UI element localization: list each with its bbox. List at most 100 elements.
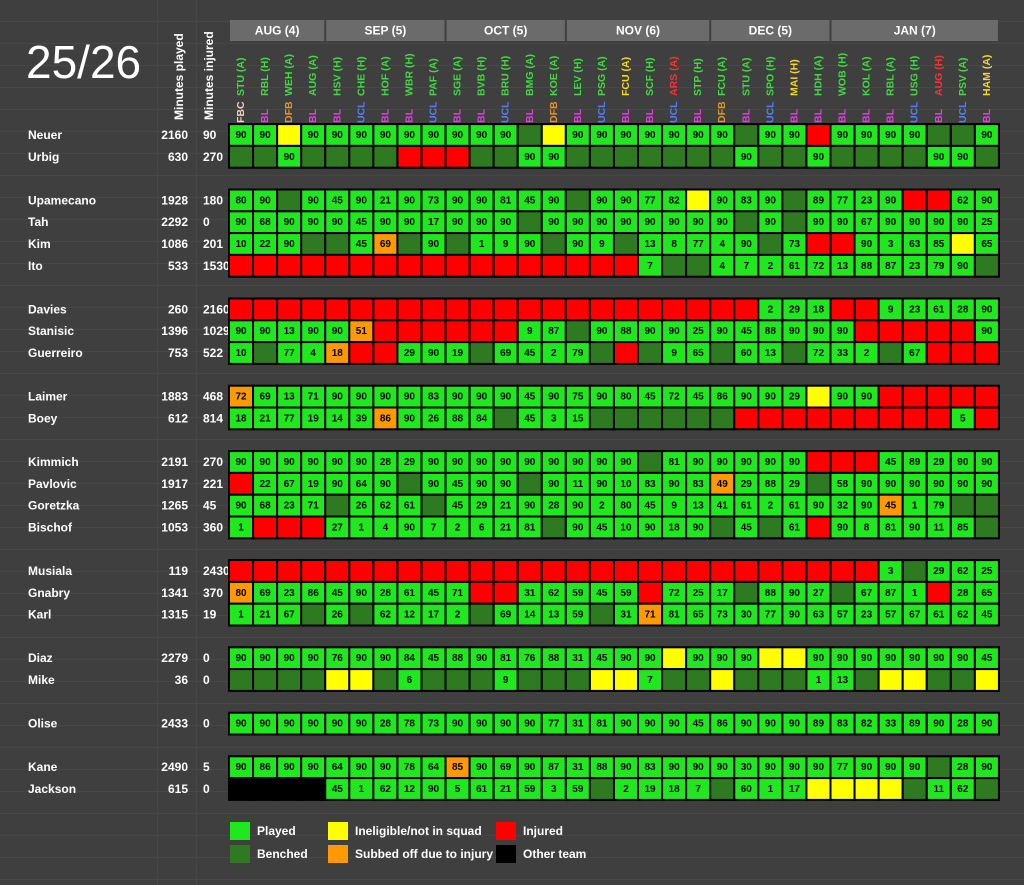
opponent-label: WEH (A) xyxy=(283,54,295,96)
match-minutes: 23 xyxy=(861,195,873,206)
match-cell xyxy=(973,515,1000,540)
match-minutes: 23 xyxy=(909,261,921,272)
match-minutes: 62 xyxy=(380,501,392,512)
opponent-label: STP (H) xyxy=(692,58,704,96)
match-cell xyxy=(276,188,303,213)
competition-label: BL xyxy=(307,108,319,123)
match-minutes: 82 xyxy=(861,719,873,730)
match-minutes: 90 xyxy=(284,762,296,773)
match-cell xyxy=(276,297,303,322)
match-minutes: 2 xyxy=(768,261,774,272)
match-minutes: 28 xyxy=(957,304,969,315)
match-minutes: 78 xyxy=(404,762,416,773)
match-minutes: 90 xyxy=(524,239,536,250)
match-minutes: 28 xyxy=(548,501,560,512)
match-cell xyxy=(925,580,952,605)
minutes-injured: 5 xyxy=(203,760,210,774)
match-minutes: 89 xyxy=(909,457,921,468)
match-cell xyxy=(853,297,880,322)
match-minutes: 85 xyxy=(452,762,464,773)
match-minutes: 87 xyxy=(548,326,560,337)
match-minutes: 67 xyxy=(284,479,296,490)
opponent-label: AUG (H) xyxy=(933,55,945,96)
match-minutes: 90 xyxy=(500,392,512,403)
season-title: 25/26 xyxy=(26,36,141,88)
match-minutes: 90 xyxy=(476,195,488,206)
match-cell xyxy=(324,144,351,169)
player-name: Urbig xyxy=(28,150,59,164)
match-cell xyxy=(949,668,976,692)
match-minutes: 90 xyxy=(765,762,777,773)
match-minutes: 90 xyxy=(596,326,608,337)
match-cell xyxy=(637,341,664,365)
match-cell xyxy=(709,297,736,322)
match-cell xyxy=(901,406,928,431)
match-minutes: 19 xyxy=(308,479,320,490)
match-minutes: 90 xyxy=(861,130,873,141)
match-minutes: 90 xyxy=(813,326,825,337)
match-minutes: 12 xyxy=(404,610,416,621)
player-name: Tah xyxy=(28,215,48,229)
match-minutes: 1 xyxy=(816,675,822,686)
match-minutes: 67 xyxy=(861,588,873,599)
match-minutes: 90 xyxy=(380,392,392,403)
match-minutes: 90 xyxy=(356,762,368,773)
match-minutes: 45 xyxy=(524,195,536,206)
match-minutes: 2 xyxy=(768,501,774,512)
match-minutes: 9 xyxy=(503,239,509,250)
match-minutes: 90 xyxy=(644,653,656,664)
match-minutes: 90 xyxy=(981,304,993,315)
opponent-label: RBL (H) xyxy=(259,57,271,96)
match-cell xyxy=(973,341,1000,365)
minutes-injured: 1530 xyxy=(203,259,230,273)
match-cell xyxy=(925,668,952,692)
match-cell xyxy=(757,559,784,583)
match-minutes: 90 xyxy=(476,479,488,490)
match-minutes: 90 xyxy=(380,653,392,664)
match-minutes: 21 xyxy=(260,413,272,424)
match-minutes: 90 xyxy=(428,479,440,490)
match-minutes: 65 xyxy=(693,610,705,621)
match-minutes: 90 xyxy=(548,195,560,206)
match-minutes: 21 xyxy=(500,501,512,512)
month-bar xyxy=(831,20,998,41)
match-cell xyxy=(540,123,567,147)
match-cell xyxy=(300,559,327,583)
match-cell xyxy=(372,341,399,365)
match-cell xyxy=(492,297,519,322)
match-minutes: 90 xyxy=(669,479,681,490)
match-minutes: 90 xyxy=(933,479,945,490)
match-minutes: 90 xyxy=(596,195,608,206)
match-minutes: 12 xyxy=(404,784,416,795)
minutes-played: 1086 xyxy=(161,237,188,251)
match-minutes: 90 xyxy=(933,719,945,730)
match-minutes: 90 xyxy=(957,653,969,664)
opponent-label: HSV (H) xyxy=(331,57,343,96)
match-minutes: 90 xyxy=(837,522,849,533)
match-cell xyxy=(252,559,279,583)
match-minutes: 90 xyxy=(765,217,777,228)
match-minutes: 88 xyxy=(765,588,777,599)
month-label: AUG (4) xyxy=(255,24,300,38)
match-minutes: 90 xyxy=(428,457,440,468)
match-cell xyxy=(685,668,712,692)
match-cell xyxy=(444,319,471,344)
match-minutes: 59 xyxy=(572,784,584,795)
match-minutes: 90 xyxy=(620,762,632,773)
match-minutes: 69 xyxy=(260,392,272,403)
match-minutes: 62 xyxy=(380,610,392,621)
match-minutes: 90 xyxy=(693,762,705,773)
player-name: Karl xyxy=(28,608,51,622)
match-minutes: 4 xyxy=(310,348,316,359)
player-name: Neuer xyxy=(28,128,62,142)
minutes-injured: 0 xyxy=(203,782,210,796)
match-minutes: 21 xyxy=(380,195,392,206)
match-cell xyxy=(276,123,303,147)
match-minutes: 2 xyxy=(864,348,870,359)
match-minutes: 90 xyxy=(789,762,801,773)
match-cell xyxy=(949,232,976,256)
month-label: NOV (6) xyxy=(616,24,660,38)
match-cell xyxy=(420,144,447,169)
match-minutes: 90 xyxy=(789,588,801,599)
match-cell xyxy=(300,253,327,278)
